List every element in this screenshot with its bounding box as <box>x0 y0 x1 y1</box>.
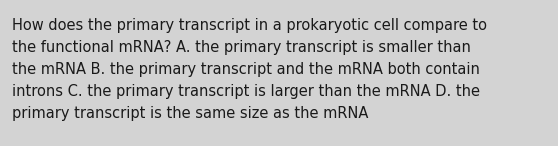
Text: primary transcript is the same size as the mRNA: primary transcript is the same size as t… <box>12 106 368 121</box>
Text: How does the primary transcript in a prokaryotic cell compare to: How does the primary transcript in a pro… <box>12 18 487 33</box>
Text: introns C. the primary transcript is larger than the mRNA D. the: introns C. the primary transcript is lar… <box>12 84 480 99</box>
Text: the mRNA B. the primary transcript and the mRNA both contain: the mRNA B. the primary transcript and t… <box>12 62 480 77</box>
Text: the functional mRNA? A. the primary transcript is smaller than: the functional mRNA? A. the primary tran… <box>12 40 471 55</box>
